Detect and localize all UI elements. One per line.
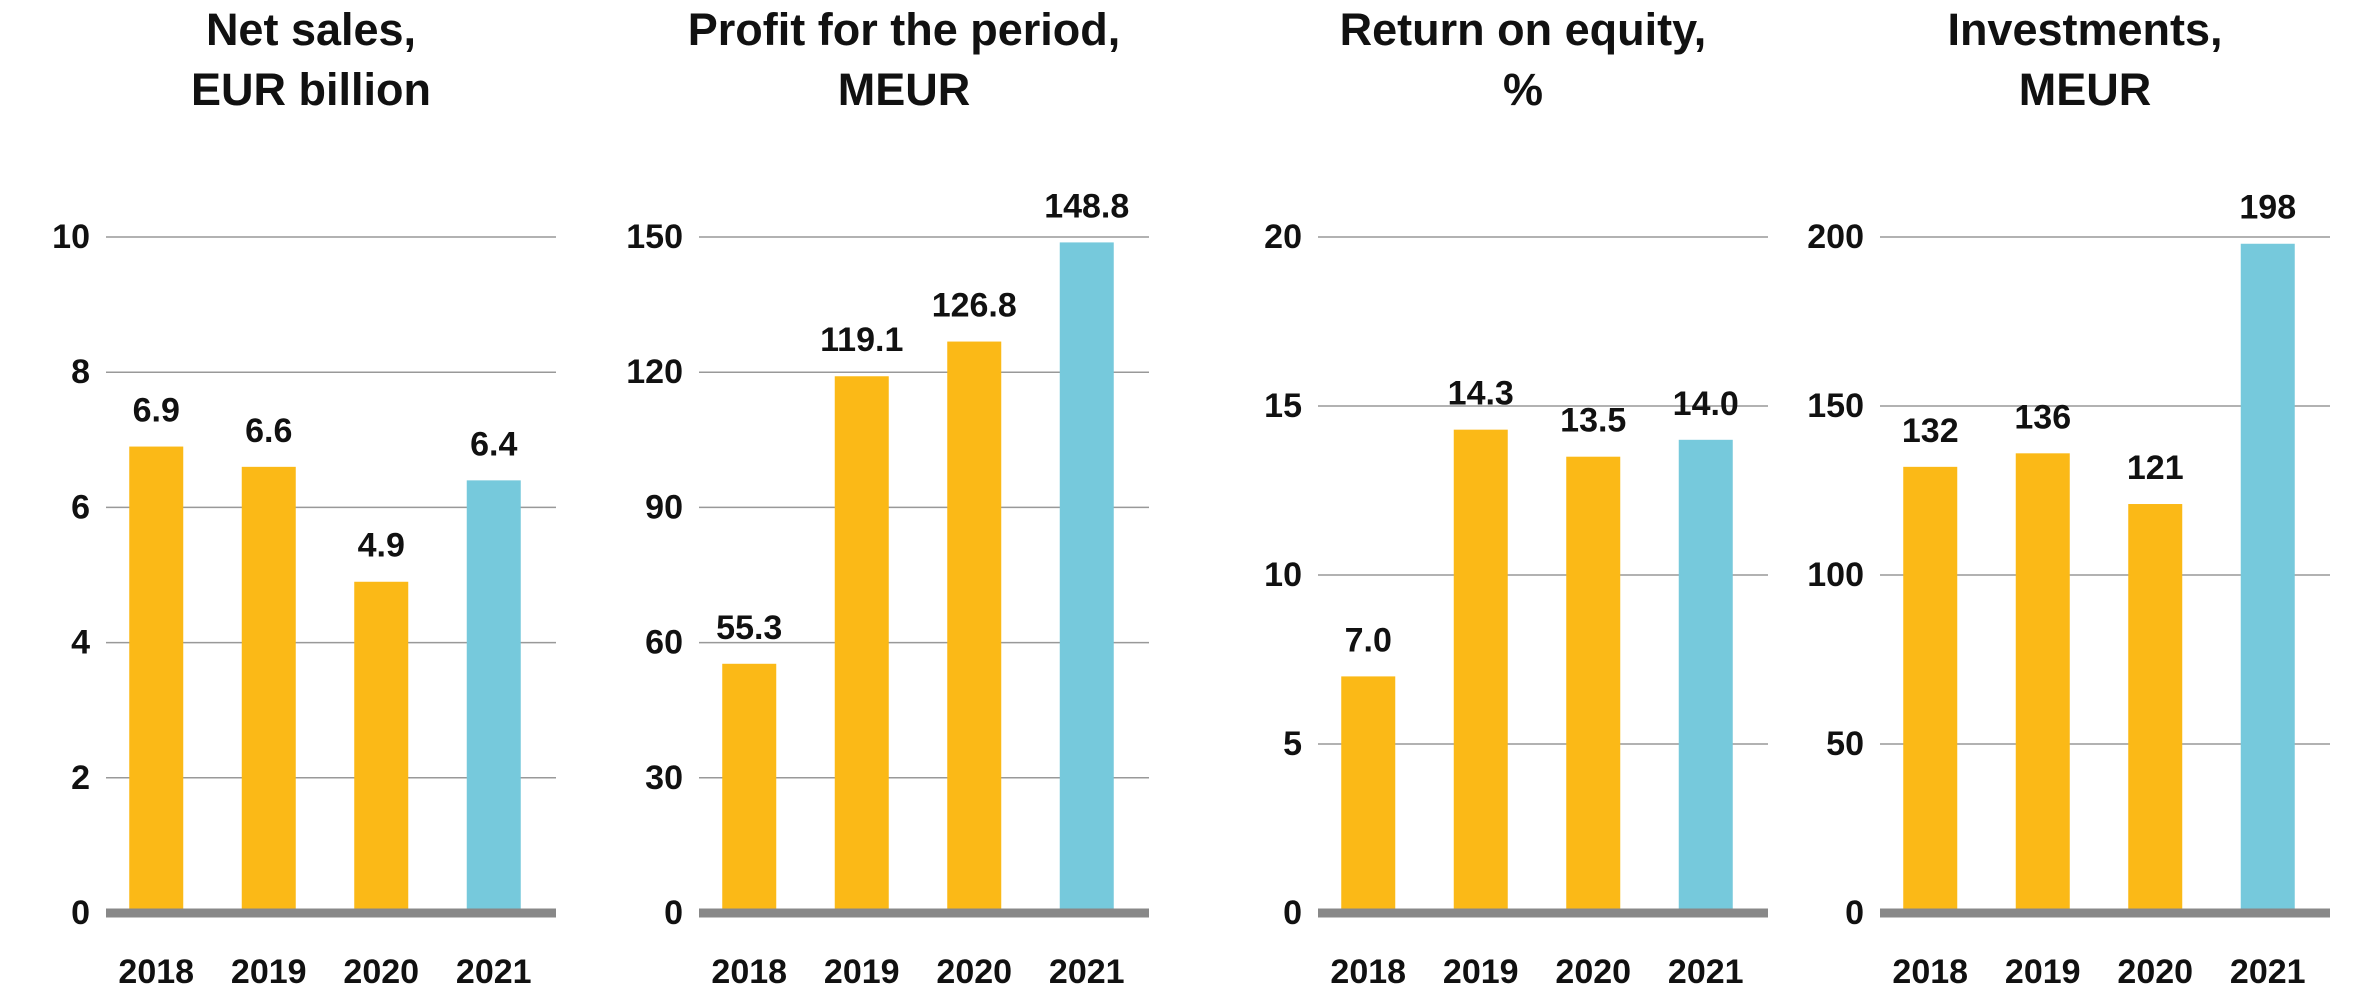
y-tick-label: 10 [1264,556,1302,594]
x-tick-label: 2018 [1330,953,1406,991]
y-tick-label: 100 [1807,556,1864,594]
bar [1903,466,1958,913]
value-label: 7.0 [1345,621,1392,659]
bar [1566,456,1621,913]
bar [1453,429,1508,913]
y-tick-label: 0 [71,894,90,932]
y-tick-label: 0 [1845,894,1864,932]
y-tick-label: 30 [645,759,683,797]
x-tick-label: 2018 [118,953,194,991]
x-tick-label: 2018 [1892,953,1968,991]
x-tick-label: 2018 [711,953,787,991]
bar [947,341,1002,913]
y-tick-label: 150 [626,218,683,256]
y-tick-label: 90 [645,488,683,526]
chart-title: Net sales, [206,4,416,55]
bar [2240,243,2295,913]
bar [834,376,889,914]
value-label: 136 [2014,398,2071,436]
y-tick-label: 15 [1264,387,1302,425]
y-tick-label: 0 [1283,894,1302,932]
bar [466,480,521,913]
value-label: 14.3 [1448,375,1514,413]
x-tick-label: 2021 [1668,953,1744,991]
chart-title: EUR billion [191,64,431,115]
chart-title: Investments, [1947,4,2222,55]
value-label: 148.8 [1044,187,1129,225]
chart-title: MEUR [2019,64,2152,115]
y-tick-label: 50 [1826,725,1864,763]
bar [241,466,296,913]
y-tick-label: 4 [71,624,90,662]
y-tick-label: 0 [664,894,683,932]
value-label: 6.9 [133,392,180,430]
value-label: 119.1 [820,321,903,359]
y-tick-label: 8 [71,353,90,391]
value-label: 6.6 [245,412,292,450]
x-tick-label: 2021 [1049,953,1125,991]
y-tick-label: 120 [626,353,683,391]
y-tick-label: 200 [1807,218,1864,256]
x-tick-label: 2019 [824,953,900,991]
x-tick-label: 2019 [1443,953,1519,991]
bar [1341,676,1396,913]
x-tick-label: 2020 [1555,953,1631,991]
bar [129,446,184,913]
bar [722,663,777,913]
value-label: 13.5 [1560,402,1626,440]
bar [1678,439,1733,913]
value-label: 14.0 [1673,385,1739,423]
value-label: 55.3 [716,609,782,647]
y-tick-label: 150 [1807,387,1864,425]
bar [354,581,409,913]
x-tick-label: 2019 [231,953,307,991]
x-tick-label: 2020 [936,953,1012,991]
x-tick-label: 2021 [456,953,532,991]
x-tick-label: 2019 [2005,953,2081,991]
y-tick-label: 20 [1264,218,1302,256]
bar [1059,242,1114,913]
y-tick-label: 10 [52,218,90,256]
value-label: 132 [1902,412,1959,450]
chart-title: Return on equity, [1340,4,1707,55]
x-tick-label: 2021 [2230,953,2306,991]
bar [2128,504,2183,913]
chart-title: Profit for the period, [688,4,1121,55]
value-label: 4.9 [358,527,405,565]
bar [2015,453,2070,913]
value-label: 6.4 [470,425,517,463]
value-label: 198 [2239,189,2296,227]
y-tick-label: 5 [1283,725,1302,763]
y-tick-label: 2 [71,759,90,797]
value-label: 126.8 [932,287,1017,325]
y-tick-label: 60 [645,624,683,662]
chart-title: % [1503,64,1543,115]
y-tick-label: 6 [71,488,90,526]
x-tick-label: 2020 [343,953,419,991]
chart-title: MEUR [838,64,971,115]
x-tick-label: 2020 [2117,953,2193,991]
value-label: 121 [2127,449,2184,487]
